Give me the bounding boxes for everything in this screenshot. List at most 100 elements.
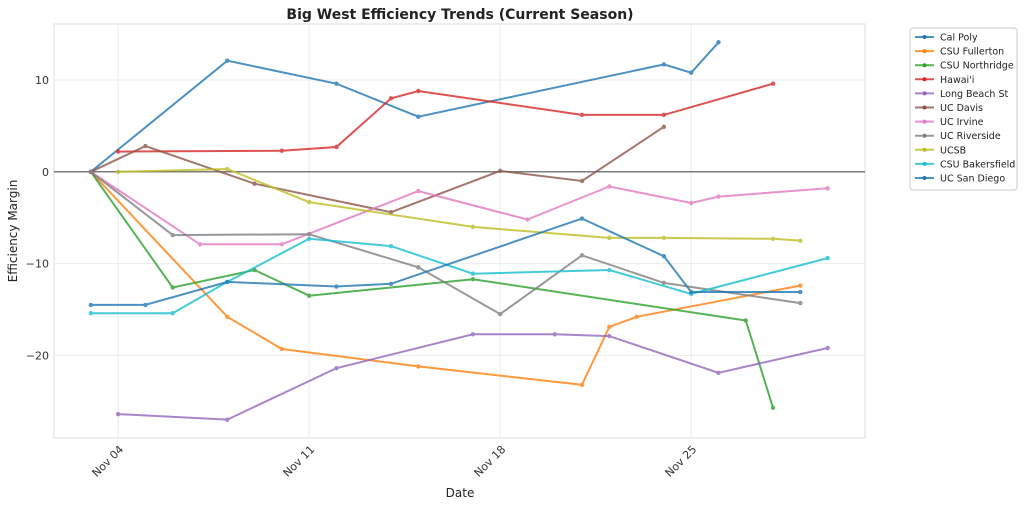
series-line — [118, 82, 774, 153]
x-tick-label: Nov 18 — [472, 443, 509, 480]
data-point — [825, 255, 830, 261]
plot-area — [53, 23, 866, 439]
legend-label: UCSB — [940, 145, 966, 156]
data-point — [798, 289, 803, 295]
data-point — [225, 58, 230, 63]
legend-item: Long Beach St — [915, 89, 1008, 100]
legend-marker — [922, 91, 927, 96]
series-hawai-i — [115, 81, 776, 154]
data-point — [661, 124, 667, 130]
legend-marker — [922, 147, 927, 152]
legend-item: Cal Poly — [915, 33, 978, 44]
y-tick-label: −10 — [26, 258, 49, 271]
series-line — [90, 171, 801, 386]
data-point — [716, 194, 721, 199]
data-point — [88, 310, 94, 316]
data-point — [579, 216, 585, 221]
data-point — [579, 253, 585, 258]
data-point — [115, 149, 121, 154]
data-point — [279, 242, 285, 247]
data-point — [225, 314, 230, 320]
x-tick-label: Nov 11 — [281, 443, 318, 480]
x-tick-labels: Nov 04 Nov 11 Nov 18 Nov 25 — [90, 443, 700, 480]
data-point — [388, 281, 394, 286]
x-axis-label: Date — [446, 486, 475, 500]
data-point — [416, 88, 421, 94]
data-point — [634, 314, 639, 320]
legend-item: CSU Northridge — [915, 61, 1014, 72]
data-point — [170, 310, 175, 316]
data-point — [279, 346, 285, 352]
chart-title: Big West Efficiency Trends (Current Seas… — [286, 7, 633, 23]
data-point — [416, 265, 421, 270]
data-point — [334, 284, 339, 289]
series-uc-san-diego — [88, 216, 803, 308]
data-point — [716, 40, 721, 45]
data-point — [416, 188, 421, 194]
legend-label: CSU Northridge — [940, 61, 1014, 72]
legend-marker — [922, 35, 927, 39]
data-point — [225, 166, 230, 172]
legend-label: Hawai'i — [940, 75, 974, 86]
data-point — [607, 267, 612, 273]
legend-box — [909, 27, 1018, 191]
series-uc-davis — [88, 124, 667, 215]
data-point — [688, 200, 694, 206]
data-point — [497, 311, 503, 317]
legend-marker — [922, 63, 927, 68]
data-point — [470, 332, 476, 337]
y-tick-label: −20 — [26, 349, 49, 362]
legend-label: CSU Bakersfield — [940, 159, 1015, 170]
data-point — [716, 370, 721, 376]
legend-label: UC Riverside — [940, 131, 1001, 142]
data-point — [688, 70, 694, 75]
data-point — [334, 81, 339, 86]
legend-marker — [922, 49, 927, 54]
data-point — [88, 169, 94, 174]
data-point — [525, 217, 530, 222]
series-line — [118, 333, 828, 421]
y-axis-label: Efficiency Margin — [6, 180, 20, 283]
legend-label: UC San Diego — [940, 174, 1005, 185]
data-point — [579, 178, 585, 184]
data-point — [798, 238, 803, 243]
y-tick-label: 0 — [42, 166, 49, 179]
legend-item: UC San Diego — [915, 174, 1005, 185]
series-lines — [88, 40, 830, 422]
data-point — [197, 242, 203, 247]
data-point — [770, 236, 776, 242]
data-point — [470, 276, 476, 282]
series-long-beach-st — [115, 332, 830, 422]
legend-item: CSU Bakersfield — [915, 159, 1015, 170]
series-uc-riverside — [88, 169, 803, 317]
data-point — [306, 199, 312, 205]
legend-marker — [922, 105, 927, 110]
data-point — [306, 236, 312, 242]
data-point — [661, 280, 667, 286]
data-point — [688, 289, 694, 295]
data-point — [825, 186, 830, 191]
legend-item: UC Riverside — [915, 131, 1001, 142]
data-point — [388, 243, 394, 249]
data-point — [770, 405, 776, 410]
legend-label: Long Beach St — [940, 89, 1008, 100]
legend-marker — [922, 176, 927, 180]
data-point — [661, 254, 667, 259]
legend-item: Hawai'i — [915, 75, 974, 86]
data-point — [470, 271, 476, 276]
legend-item: UC Irvine — [915, 117, 984, 128]
data-point — [798, 300, 803, 306]
data-point — [607, 184, 612, 189]
data-point — [334, 144, 339, 150]
data-point — [170, 285, 175, 290]
data-point — [279, 148, 285, 153]
data-point — [552, 332, 557, 337]
data-point — [306, 232, 312, 237]
data-point — [225, 279, 230, 285]
data-point — [416, 364, 421, 369]
legend-label: CSU Fullerton — [940, 47, 1004, 58]
data-point — [497, 168, 503, 174]
legend: Cal Poly CSU Fullerton CSU Northridge Hawai… — [909, 27, 1018, 191]
data-point — [661, 235, 667, 241]
